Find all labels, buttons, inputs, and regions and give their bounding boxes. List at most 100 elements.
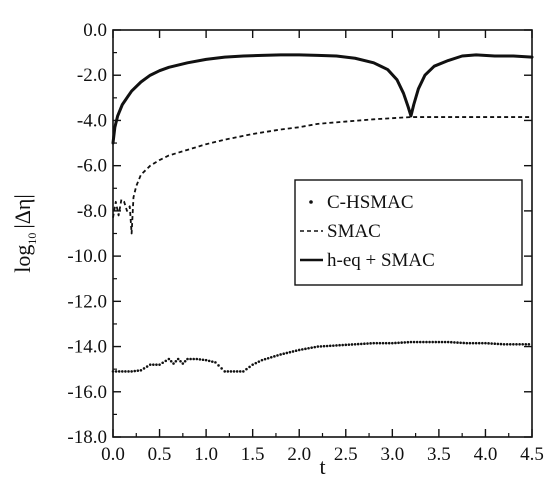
data-point	[521, 342, 524, 346]
data-point	[335, 344, 338, 347]
data-point	[502, 342, 506, 346]
data-point	[487, 342, 490, 345]
data-point	[459, 341, 462, 345]
data-point	[391, 341, 394, 345]
data-point	[263, 357, 267, 361]
data-point	[403, 341, 407, 344]
data-point	[325, 344, 329, 348]
data-point	[425, 340, 428, 344]
data-point	[304, 347, 307, 351]
data-point	[192, 357, 195, 361]
data-point	[307, 346, 310, 350]
data-point	[152, 363, 155, 366]
data-point	[406, 340, 410, 344]
data-point	[130, 370, 133, 373]
data-point	[418, 340, 422, 344]
data-point	[328, 344, 332, 348]
data-point	[409, 340, 413, 344]
data-point	[257, 360, 261, 363]
data-point	[260, 358, 264, 362]
data-point	[341, 343, 344, 347]
x-tick-label: 1.5	[241, 444, 265, 465]
data-point	[139, 368, 143, 372]
x-tick-label: 4.0	[474, 444, 498, 465]
data-point	[394, 341, 397, 345]
data-point	[338, 343, 341, 347]
x-tick-label: 3.0	[380, 444, 404, 465]
data-point	[220, 367, 223, 370]
data-point	[121, 370, 124, 373]
data-point	[172, 362, 175, 365]
legend-symbol-dot	[309, 200, 313, 204]
data-point	[266, 356, 270, 360]
data-point	[313, 345, 317, 349]
data-point	[437, 340, 441, 344]
data-point	[142, 367, 146, 370]
data-point	[148, 363, 152, 366]
data-point	[279, 353, 282, 356]
data-point	[164, 359, 168, 363]
data-point	[378, 341, 382, 345]
data-point	[353, 342, 357, 346]
data-point	[251, 363, 254, 366]
legend-entry-h-eq-smac: h-eq + SMAC	[300, 250, 435, 271]
x-axis-title: t	[319, 454, 325, 479]
data-point	[207, 359, 211, 363]
data-point	[226, 370, 230, 373]
data-point	[356, 342, 360, 346]
data-point	[204, 358, 208, 362]
data-point	[490, 342, 493, 345]
y-axis-title: log10 |Δη|	[10, 194, 39, 273]
data-point	[412, 340, 416, 344]
data-point	[499, 342, 503, 346]
data-point	[431, 340, 434, 344]
x-tick-label: 1.0	[194, 444, 218, 465]
data-point	[518, 342, 521, 346]
data-point	[468, 341, 472, 345]
data-point	[446, 340, 450, 344]
data-point	[189, 357, 192, 361]
data-point	[161, 361, 164, 365]
legend-entry-smac: SMAC	[300, 221, 381, 242]
series-h-eq-smac-line	[111, 53, 534, 145]
y-axis-title-subscript: 10	[25, 233, 39, 245]
data-point	[288, 350, 292, 354]
data-point	[179, 359, 182, 363]
data-point	[515, 342, 518, 346]
data-point	[183, 359, 187, 363]
data-point	[505, 342, 509, 346]
y-tick-label: 0.0	[83, 20, 107, 41]
series-c-hsmac	[111, 340, 531, 373]
x-tick-label: 3.5	[427, 444, 451, 465]
data-point	[375, 341, 379, 345]
series-smac-line	[112, 116, 532, 235]
data-point	[238, 370, 242, 373]
data-point	[232, 370, 236, 373]
data-point	[214, 361, 217, 364]
data-point	[211, 360, 214, 363]
x-tick-label: 2.5	[334, 444, 358, 465]
data-point	[229, 370, 233, 373]
data-point	[471, 341, 475, 345]
data-point	[245, 367, 248, 371]
data-point	[450, 340, 453, 344]
data-point	[301, 348, 304, 351]
y-tick-label: -6.0	[77, 156, 107, 177]
data-point	[397, 341, 400, 345]
y-tick-label: -12.0	[67, 291, 107, 312]
legend-entry-c-hsmac: C-HSMAC	[309, 192, 414, 213]
legend-label: h-eq + SMAC	[327, 250, 435, 271]
data-point	[332, 344, 335, 347]
data-point	[223, 370, 227, 373]
y-tick-label: -8.0	[77, 201, 107, 222]
data-point	[384, 341, 388, 345]
data-point	[291, 350, 295, 353]
data-point	[254, 361, 258, 365]
data-point	[273, 355, 276, 358]
data-point	[316, 345, 320, 348]
y-tick-label: -4.0	[77, 110, 107, 131]
data-point	[136, 369, 140, 372]
y-tick-label: -16.0	[67, 382, 107, 403]
data-point	[350, 343, 354, 346]
